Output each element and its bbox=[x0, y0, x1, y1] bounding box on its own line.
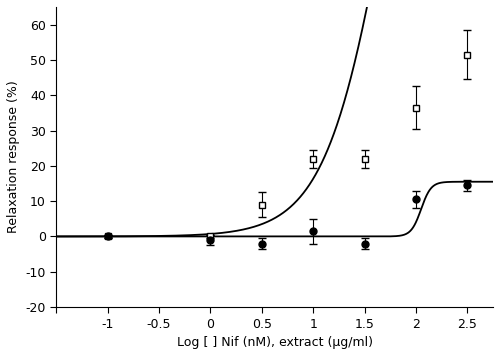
X-axis label: Log [ ] Nif (nM), extract (μg/ml): Log [ ] Nif (nM), extract (μg/ml) bbox=[176, 336, 372, 349]
Y-axis label: Relaxation response (%): Relaxation response (%) bbox=[7, 81, 20, 234]
